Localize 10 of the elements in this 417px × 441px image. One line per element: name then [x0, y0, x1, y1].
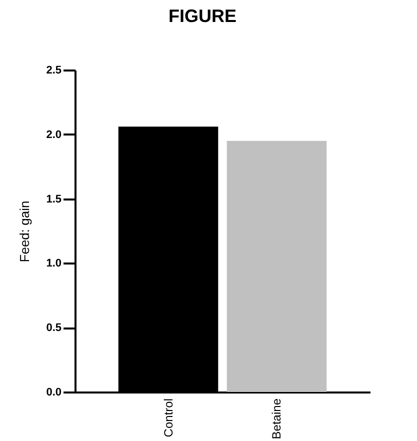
- chart-title: FIGURE: [168, 6, 237, 26]
- y-tick-label: 1.5: [46, 193, 62, 206]
- y-axis-title: Feed: gain: [17, 200, 32, 262]
- x-tick-label: Betaine: [270, 398, 284, 440]
- y-tick-label: 0.5: [46, 322, 62, 334]
- y-tick-label: 0.0: [46, 386, 62, 398]
- y-tick-label: 2.5: [46, 64, 62, 76]
- y-tick-label: 2.0: [46, 128, 62, 141]
- x-tick-label: Control: [161, 398, 176, 438]
- y-tick-label: 1.0: [46, 258, 62, 270]
